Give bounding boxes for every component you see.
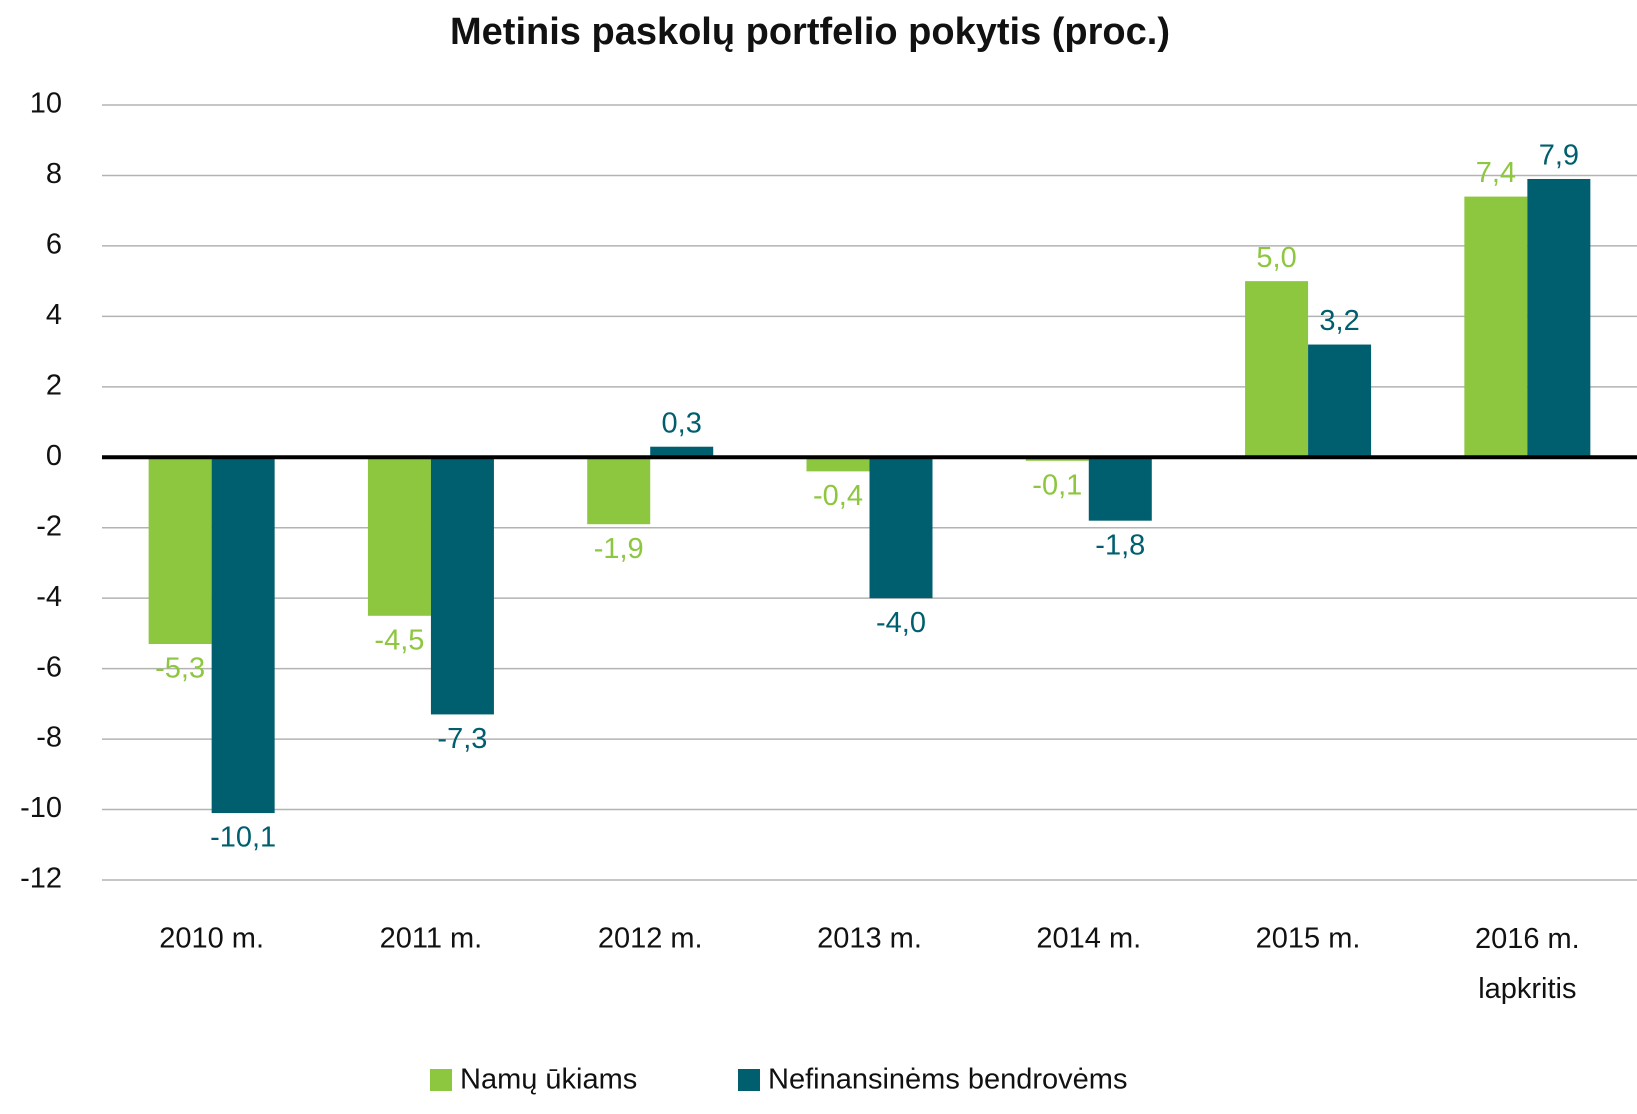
y-tick-label: -4 [36,581,62,613]
bar [1088,457,1152,521]
value-label: 0,3 [662,407,702,439]
y-tick-label: 4 [46,299,62,331]
chart-title: Metinis paskolų portfelio pokytis (proc.… [450,11,1170,53]
value-label: 3,2 [1319,305,1359,337]
y-tick-label: -8 [36,722,62,754]
bar [211,457,275,814]
y-tick-label: 10 [30,88,62,120]
bar [148,457,212,644]
value-label: -7,3 [437,723,487,755]
x-tick-label: 2011 m. [380,923,483,955]
x-tick-label: 2010 m. [159,923,264,955]
legend-label: Nefinansinėms bendrovėms [768,1064,1127,1096]
y-tick-label: -2 [36,510,62,542]
value-label: -0,4 [813,480,863,512]
x-tick-label: 2013 m. [817,923,922,955]
y-tick-label: 6 [46,229,62,261]
legend-swatch [430,1069,452,1091]
bar [650,446,714,458]
y-tick-label: -12 [20,863,62,895]
bar [869,457,933,599]
value-label: -4,5 [374,624,424,656]
value-label: -10,1 [210,822,276,854]
x-tick-label: 2012 m. [598,923,703,955]
legend-swatch [738,1069,760,1091]
value-label: -0,1 [1032,469,1082,501]
value-label: 7,9 [1539,140,1579,172]
y-tick-label: -6 [36,651,62,683]
x-tick-label: 2015 m. [1256,923,1361,955]
y-tick-label: -10 [20,792,62,824]
x-tick-label: 2014 m. [1036,923,1141,955]
y-tick-label: 8 [46,158,62,190]
value-label: -1,9 [594,533,644,565]
bar [1464,196,1528,458]
bar [587,457,651,525]
bar [806,457,870,472]
value-label: -5,3 [155,653,205,685]
bar [1527,178,1591,458]
bar [1308,344,1372,458]
value-label: -4,0 [876,607,926,639]
bar [367,457,431,616]
y-tick-label: 2 [46,369,62,401]
bar [430,457,494,715]
value-label: -1,8 [1095,529,1145,561]
value-label: 7,4 [1476,157,1516,189]
legend-label: Namų ūkiams [460,1064,637,1096]
bar [1245,281,1309,458]
y-tick-label: 0 [46,440,62,472]
value-label: 5,0 [1256,242,1296,274]
x-tick-label: 2016 m. lapkritis [1475,923,1580,1005]
